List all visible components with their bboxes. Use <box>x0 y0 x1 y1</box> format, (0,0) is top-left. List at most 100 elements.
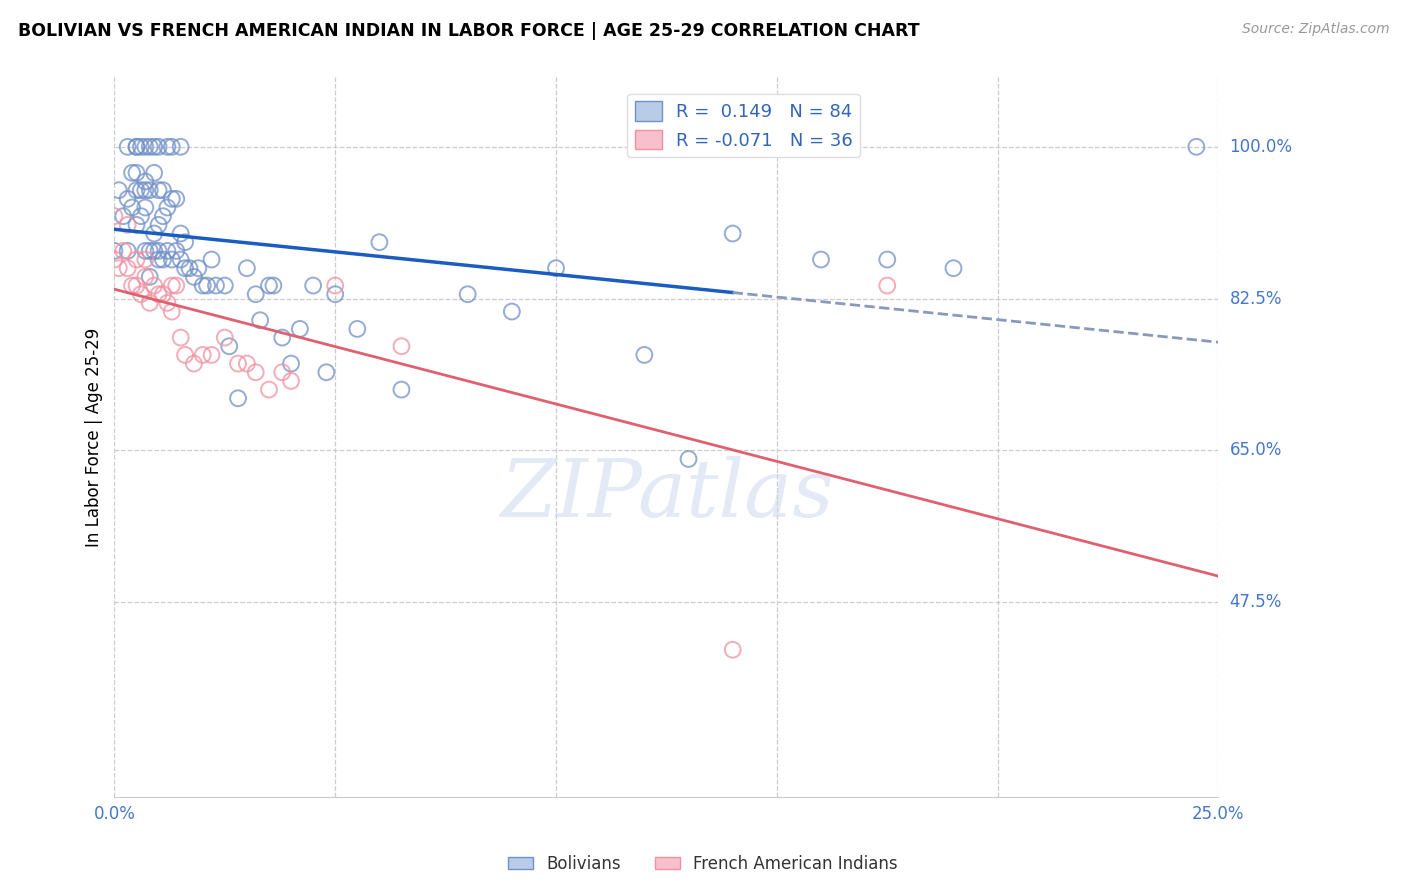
Point <box>169 252 191 267</box>
Point <box>125 140 148 154</box>
Y-axis label: In Labor Force | Age 25-29: In Labor Force | Age 25-29 <box>86 327 103 547</box>
Point <box>323 278 346 293</box>
Point <box>544 261 567 276</box>
Point <box>152 209 174 223</box>
Point <box>160 140 183 154</box>
Point <box>125 183 148 197</box>
Point <box>214 278 236 293</box>
Point <box>129 183 152 197</box>
Point <box>391 383 413 397</box>
Point <box>152 287 174 301</box>
Legend: R =  0.149   N = 84, R = -0.071   N = 36: R = 0.149 N = 84, R = -0.071 N = 36 <box>627 94 860 157</box>
Point <box>183 357 205 371</box>
Point <box>810 252 832 267</box>
Point <box>160 192 183 206</box>
Point <box>174 235 197 250</box>
Point <box>152 183 174 197</box>
Point <box>139 140 162 154</box>
Point <box>160 278 183 293</box>
Point <box>108 261 131 276</box>
Point <box>112 209 135 223</box>
Point <box>134 244 156 258</box>
Point <box>112 244 135 258</box>
Point <box>117 192 139 206</box>
Point <box>169 330 191 344</box>
Point <box>302 278 325 293</box>
Text: BOLIVIAN VS FRENCH AMERICAN INDIAN IN LABOR FORCE | AGE 25-29 CORRELATION CHART: BOLIVIAN VS FRENCH AMERICAN INDIAN IN LA… <box>18 22 920 40</box>
Text: 65.0%: 65.0% <box>1230 442 1282 459</box>
Point <box>125 218 148 232</box>
Point <box>179 261 201 276</box>
Point <box>633 348 655 362</box>
Point <box>121 278 143 293</box>
Point <box>169 140 191 154</box>
Point <box>214 330 236 344</box>
Point <box>125 140 148 154</box>
Point <box>457 287 479 301</box>
Point <box>125 252 148 267</box>
Point <box>108 183 131 197</box>
Text: 47.5%: 47.5% <box>1230 593 1282 611</box>
Point <box>174 261 197 276</box>
Point <box>134 174 156 188</box>
Point <box>249 313 271 327</box>
Point <box>134 201 156 215</box>
Point <box>200 348 222 362</box>
Point <box>156 244 179 258</box>
Point <box>148 218 170 232</box>
Point <box>156 201 179 215</box>
Point <box>280 357 302 371</box>
Point <box>721 642 744 657</box>
Point <box>160 304 183 318</box>
Point <box>257 383 280 397</box>
Point <box>257 278 280 293</box>
Point <box>218 339 240 353</box>
Point <box>187 261 209 276</box>
Point <box>271 365 294 379</box>
Legend: Bolivians, French American Indians: Bolivians, French American Indians <box>502 848 904 880</box>
Point <box>148 140 170 154</box>
Point <box>174 348 197 362</box>
Point <box>125 278 148 293</box>
Point <box>129 287 152 301</box>
Point <box>143 278 166 293</box>
Point <box>117 140 139 154</box>
Point <box>191 278 214 293</box>
Point <box>323 287 346 301</box>
Point <box>125 166 148 180</box>
Point <box>103 252 125 267</box>
Point <box>134 183 156 197</box>
Point <box>169 227 191 241</box>
Point <box>1185 140 1208 154</box>
Point <box>262 278 284 293</box>
Point <box>678 452 700 467</box>
Point <box>148 244 170 258</box>
Point <box>148 252 170 267</box>
Point <box>368 235 391 250</box>
Point <box>391 339 413 353</box>
Point <box>245 287 267 301</box>
Point <box>143 244 166 258</box>
Point <box>165 244 187 258</box>
Point <box>117 244 139 258</box>
Point <box>165 278 187 293</box>
Point <box>117 218 139 232</box>
Point <box>129 140 152 154</box>
Point <box>205 278 228 293</box>
Point <box>139 244 162 258</box>
Point <box>152 252 174 267</box>
Point <box>143 166 166 180</box>
Point <box>271 330 294 344</box>
Point <box>165 192 187 206</box>
Point <box>139 183 162 197</box>
Point <box>315 365 337 379</box>
Point <box>134 252 156 267</box>
Point <box>236 261 259 276</box>
Point <box>143 140 166 154</box>
Point <box>156 296 179 310</box>
Point <box>148 287 170 301</box>
Point <box>156 140 179 154</box>
Point <box>501 304 523 318</box>
Point <box>280 374 302 388</box>
Point <box>103 244 125 258</box>
